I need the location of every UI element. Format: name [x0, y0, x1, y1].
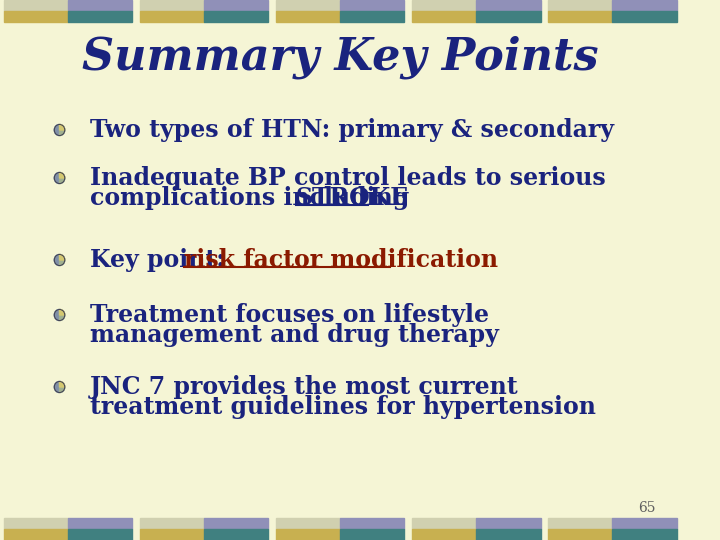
Bar: [68, 518, 132, 529]
Bar: [204, 0, 269, 11]
Bar: [412, 518, 476, 529]
Bar: [140, 11, 204, 22]
Bar: [140, 529, 204, 540]
Wedge shape: [54, 381, 60, 393]
Bar: [612, 518, 677, 529]
Bar: [548, 0, 612, 11]
Text: STROKE: STROKE: [296, 186, 409, 210]
Bar: [4, 11, 68, 22]
Bar: [340, 518, 405, 529]
Text: Inadequate BP control leads to serious: Inadequate BP control leads to serious: [90, 166, 606, 190]
Wedge shape: [60, 125, 65, 136]
Bar: [476, 529, 541, 540]
Bar: [548, 529, 612, 540]
Text: management and drug therapy: management and drug therapy: [90, 323, 499, 347]
Circle shape: [54, 309, 65, 321]
Wedge shape: [60, 172, 65, 178]
Wedge shape: [54, 309, 60, 321]
Wedge shape: [60, 381, 65, 387]
Circle shape: [54, 381, 65, 393]
Bar: [548, 11, 612, 22]
Bar: [476, 11, 541, 22]
Bar: [612, 529, 677, 540]
Text: Summary Key Points: Summary Key Points: [82, 35, 598, 79]
Bar: [4, 0, 68, 11]
Bar: [68, 529, 132, 540]
Bar: [340, 11, 405, 22]
Wedge shape: [60, 381, 65, 393]
Wedge shape: [60, 309, 65, 321]
Bar: [548, 518, 612, 529]
Circle shape: [54, 125, 65, 136]
Wedge shape: [60, 254, 65, 260]
Bar: [340, 0, 405, 11]
Bar: [204, 11, 269, 22]
Bar: [68, 11, 132, 22]
Bar: [276, 518, 340, 529]
Bar: [476, 0, 541, 11]
Text: risk factor modification: risk factor modification: [184, 248, 498, 272]
Bar: [340, 529, 405, 540]
Wedge shape: [60, 309, 65, 315]
Text: Key point:: Key point:: [90, 248, 233, 272]
Bar: [412, 11, 476, 22]
Text: 65: 65: [639, 501, 656, 515]
Bar: [276, 11, 340, 22]
Wedge shape: [60, 172, 65, 184]
Bar: [276, 529, 340, 540]
Text: complications including: complications including: [90, 186, 418, 210]
Wedge shape: [54, 125, 60, 136]
Bar: [204, 529, 269, 540]
Bar: [612, 0, 677, 11]
Bar: [276, 0, 340, 11]
Wedge shape: [54, 254, 60, 266]
Text: JNC 7 provides the most current: JNC 7 provides the most current: [90, 375, 518, 399]
Bar: [68, 0, 132, 11]
Bar: [612, 11, 677, 22]
Bar: [476, 518, 541, 529]
Text: Treatment focuses on lifestyle: Treatment focuses on lifestyle: [90, 303, 489, 327]
Wedge shape: [60, 125, 65, 130]
Bar: [204, 518, 269, 529]
Wedge shape: [60, 254, 65, 266]
Bar: [140, 518, 204, 529]
Bar: [412, 0, 476, 11]
Circle shape: [54, 254, 65, 266]
Bar: [4, 529, 68, 540]
Bar: [4, 518, 68, 529]
Circle shape: [54, 172, 65, 184]
Bar: [140, 0, 204, 11]
Bar: [412, 529, 476, 540]
Text: treatment guidelines for hypertension: treatment guidelines for hypertension: [90, 395, 595, 419]
Text: Two types of HTN: primary & secondary: Two types of HTN: primary & secondary: [90, 118, 613, 142]
Wedge shape: [54, 172, 60, 184]
